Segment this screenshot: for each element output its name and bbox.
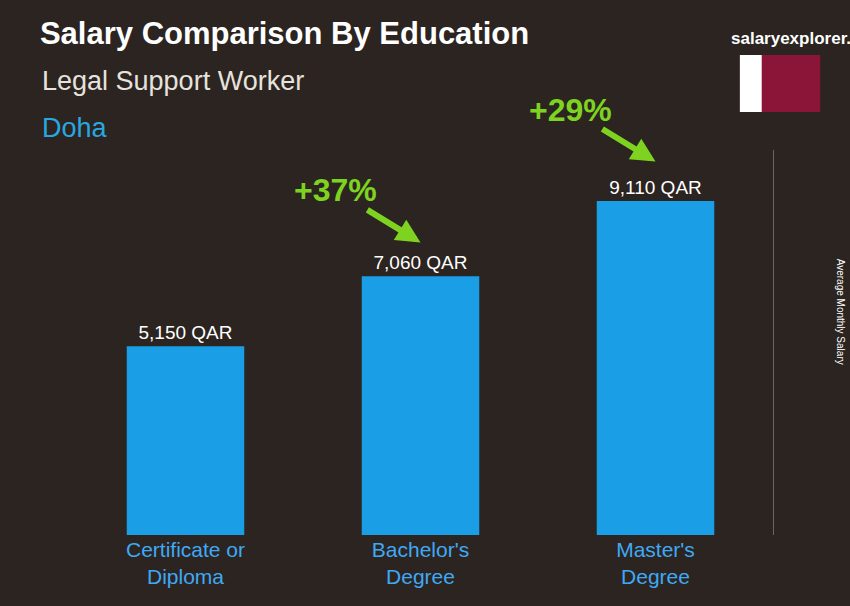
- svg-text:Doha: Doha: [42, 113, 108, 143]
- svg-text:7,060 QAR: 7,060 QAR: [374, 252, 468, 273]
- svg-text:+37%: +37%: [294, 172, 377, 208]
- svg-text:+29%: +29%: [529, 92, 612, 128]
- svg-text:Average Monthly Salary: Average Monthly Salary: [835, 259, 846, 365]
- svg-text:salaryexplorer.com: salaryexplorer.com: [731, 29, 850, 48]
- svg-text:Salary Comparison By Education: Salary Comparison By Education: [40, 16, 529, 51]
- svg-text:Master'sDegree: Master'sDegree: [616, 538, 695, 588]
- svg-text:5,150 QAR: 5,150 QAR: [139, 322, 233, 343]
- svg-text:Bachelor'sDegree: Bachelor'sDegree: [372, 538, 469, 588]
- svg-text:9,110 QAR: 9,110 QAR: [609, 177, 702, 198]
- svg-text:Legal Support Worker: Legal Support Worker: [42, 66, 304, 96]
- svg-text:Certificate orDiploma: Certificate orDiploma: [126, 538, 245, 588]
